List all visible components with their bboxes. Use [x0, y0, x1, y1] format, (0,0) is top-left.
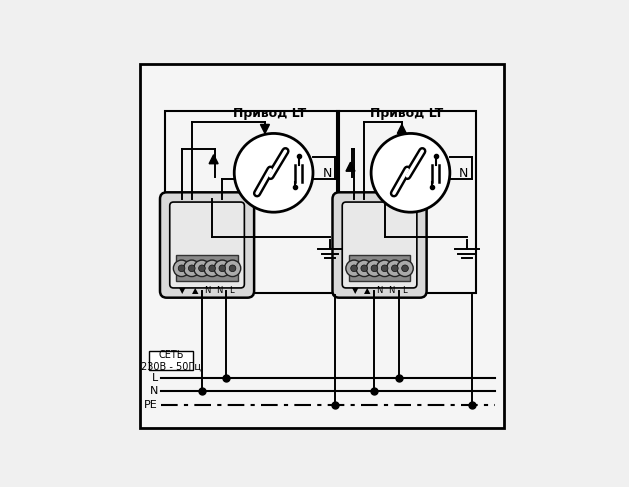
- Circle shape: [387, 260, 403, 277]
- Text: L: L: [152, 373, 158, 383]
- Circle shape: [381, 265, 388, 272]
- Text: ▼: ▼: [179, 286, 186, 295]
- Circle shape: [361, 265, 367, 272]
- Circle shape: [229, 265, 236, 272]
- FancyBboxPatch shape: [349, 256, 410, 281]
- Circle shape: [391, 265, 398, 272]
- Text: N: N: [389, 286, 395, 295]
- FancyBboxPatch shape: [342, 202, 417, 288]
- Circle shape: [366, 260, 382, 277]
- Text: PE: PE: [145, 400, 158, 411]
- Text: ▼: ▼: [352, 286, 359, 295]
- Text: L: L: [229, 286, 234, 295]
- Circle shape: [219, 265, 226, 272]
- Polygon shape: [398, 125, 406, 133]
- Circle shape: [376, 260, 393, 277]
- FancyBboxPatch shape: [177, 256, 238, 281]
- Circle shape: [209, 265, 216, 272]
- Polygon shape: [346, 162, 355, 171]
- FancyBboxPatch shape: [333, 192, 426, 298]
- Circle shape: [234, 133, 313, 212]
- FancyBboxPatch shape: [170, 202, 244, 288]
- Text: L: L: [402, 286, 406, 295]
- Circle shape: [184, 260, 200, 277]
- FancyBboxPatch shape: [140, 64, 504, 428]
- Text: N: N: [204, 286, 210, 295]
- FancyBboxPatch shape: [160, 192, 254, 298]
- Circle shape: [346, 260, 362, 277]
- Circle shape: [356, 260, 372, 277]
- Circle shape: [214, 260, 231, 277]
- Circle shape: [402, 265, 408, 272]
- Circle shape: [351, 265, 357, 272]
- Text: СЕТЬ
230В - 50Гц: СЕТЬ 230В - 50Гц: [141, 350, 201, 372]
- Text: Привод LT: Привод LT: [233, 107, 306, 120]
- Text: Привод LT: Привод LT: [370, 107, 443, 120]
- Text: N: N: [323, 167, 331, 180]
- Circle shape: [178, 265, 185, 272]
- Polygon shape: [209, 155, 218, 164]
- Circle shape: [174, 260, 190, 277]
- Circle shape: [204, 260, 220, 277]
- Text: N: N: [376, 286, 382, 295]
- FancyBboxPatch shape: [149, 351, 193, 371]
- Text: ▲: ▲: [364, 286, 370, 295]
- Circle shape: [194, 260, 210, 277]
- Circle shape: [397, 260, 413, 277]
- Circle shape: [225, 260, 241, 277]
- Circle shape: [371, 265, 378, 272]
- Polygon shape: [260, 125, 269, 133]
- Circle shape: [189, 265, 195, 272]
- Circle shape: [199, 265, 205, 272]
- Circle shape: [371, 133, 450, 212]
- Text: N: N: [216, 286, 223, 295]
- Text: ▲: ▲: [192, 286, 198, 295]
- Text: N: N: [150, 386, 158, 396]
- Text: N: N: [459, 167, 469, 180]
